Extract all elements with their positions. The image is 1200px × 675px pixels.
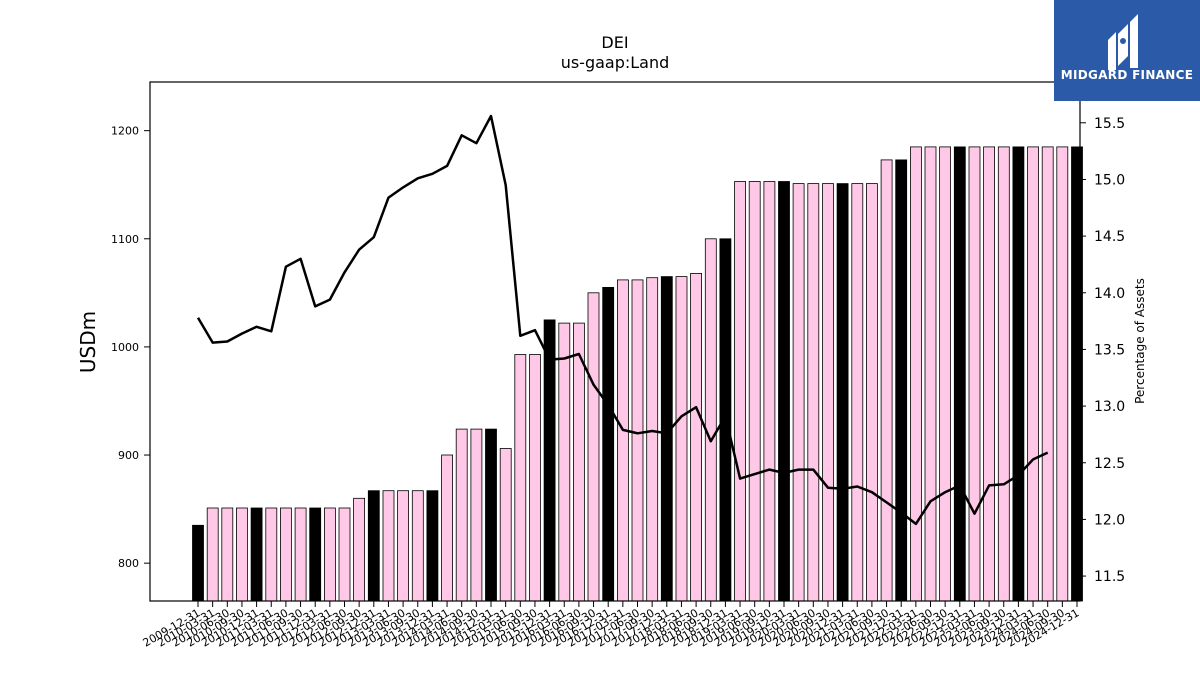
bar-2018-09-30	[704, 238, 717, 602]
bar-2021-12-31	[895, 159, 908, 602]
bar-2018-03-31	[675, 276, 688, 602]
bar-2012-03-31	[323, 507, 336, 602]
bar-2023-03-31	[968, 146, 981, 602]
bar-2021-09-30	[880, 159, 893, 602]
y2-tick-label: 12.0	[1094, 512, 1125, 528]
bar-2022-03-31	[910, 146, 922, 602]
left-axis: 800 900 1000 1100 1200	[111, 125, 150, 570]
brand-logo: MIDGARD FINANCE	[1054, 0, 1200, 101]
bar-2020-03-31	[792, 183, 805, 602]
y2-tick-label: 12.5	[1094, 456, 1125, 472]
bar-2017-09-30	[646, 277, 659, 602]
bar-2012-09-30	[353, 497, 366, 602]
bar-2010-03-31	[206, 507, 219, 602]
bar-2015-09-30	[529, 354, 541, 602]
bar-2024-03-31	[1027, 146, 1039, 602]
bar-2010-09-30	[235, 507, 248, 602]
bar-2022-09-30	[939, 146, 951, 602]
bar-2011-03-31	[265, 507, 278, 602]
bar-2021-03-31	[851, 183, 864, 602]
logo-text: MIDGARD FINANCE	[1060, 68, 1194, 82]
x-axis: 2009-12-312010-03-312010-06-302010-09-30…	[141, 601, 1082, 650]
bar-2015-03-31	[499, 448, 512, 602]
y2-tick-label: 14.0	[1094, 286, 1125, 302]
bar-2016-09-30	[587, 292, 600, 602]
bar-2023-12-31	[1012, 146, 1025, 602]
chart-title: DEI	[601, 33, 628, 52]
logo-mark-icon	[1108, 14, 1138, 70]
bar-2021-06-30	[866, 183, 878, 602]
bar-2014-12-31	[485, 428, 497, 602]
bar-2020-12-31	[836, 183, 849, 602]
bar-2012-12-31	[367, 490, 380, 602]
y-tick-label: 1200	[111, 125, 139, 138]
y2-tick-label: 13.5	[1094, 342, 1125, 358]
bar-2019-12-31	[778, 181, 790, 602]
y-tick-label: 800	[118, 557, 139, 570]
bar-2011-12-31	[309, 507, 322, 602]
bar-2013-09-30	[411, 490, 424, 602]
bars-group	[192, 146, 1083, 602]
y-tick-label: 1000	[111, 341, 139, 354]
y2-tick-label: 15.0	[1094, 172, 1125, 188]
bar-2022-12-31	[953, 146, 966, 602]
bar-2016-03-31	[558, 322, 571, 602]
bar-2015-12-31	[543, 319, 556, 602]
bar-2014-06-30	[455, 428, 468, 602]
bar-2016-12-31	[602, 286, 615, 602]
bar-2015-06-30	[514, 354, 527, 602]
bar-2012-06-30	[338, 507, 351, 602]
bar-2020-06-30	[807, 183, 820, 602]
bar-2014-09-30	[470, 428, 483, 602]
bar-2024-12-31	[1071, 146, 1083, 602]
y2-tick-label: 14.5	[1094, 229, 1125, 245]
bar-2017-12-31	[660, 276, 673, 602]
bar-2014-03-31	[441, 454, 454, 602]
bar-2010-12-31	[250, 507, 263, 602]
bar-2023-09-30	[997, 146, 1010, 602]
y2-tick-label: 15.5	[1094, 116, 1125, 132]
bar-2013-03-31	[382, 490, 395, 602]
bar-2022-06-30	[924, 146, 937, 602]
bar-2018-06-30	[690, 272, 702, 602]
bar-2009-12-31	[192, 524, 204, 602]
bar-2013-06-30	[397, 490, 410, 602]
bar-2024-09-30	[1056, 146, 1069, 602]
bar-2010-06-30	[221, 507, 234, 602]
bar-2019-06-30	[748, 181, 761, 602]
bar-2017-03-31	[617, 279, 629, 602]
y-tick-label: 1100	[111, 233, 139, 246]
bar-2024-06-30	[1041, 146, 1054, 602]
y2-tick-label: 13.0	[1094, 399, 1125, 415]
y2-axis-label: Percentage of Assets	[1133, 278, 1147, 404]
bar-2023-06-30	[983, 146, 995, 602]
bar-2013-12-31	[426, 490, 439, 602]
y2-tick-label: 11.5	[1094, 569, 1125, 585]
plot-frame	[149, 81, 1081, 602]
bar-2019-03-31	[734, 181, 746, 602]
bar-2017-06-30	[631, 279, 644, 602]
y-tick-label: 900	[118, 449, 139, 462]
bar-2019-09-30	[763, 181, 776, 602]
bar-2011-09-30	[294, 507, 307, 602]
right-axis: 11.5 12.0 12.5 13.0 13.5 14.0 14.5 15.0 15.5	[1080, 116, 1125, 585]
bar-2011-06-30	[279, 507, 292, 602]
chart-subtitle: us-gaap:Land	[561, 53, 670, 72]
y-axis-label: USDm	[76, 311, 100, 373]
bar-2020-09-30	[822, 183, 834, 602]
percentage-line	[196, 114, 1049, 526]
